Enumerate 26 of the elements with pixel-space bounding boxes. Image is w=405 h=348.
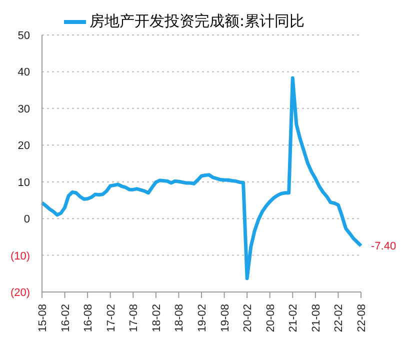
y-tick-label: 10	[18, 176, 30, 189]
legend-label: 房地产开发投资完成额:累计同比	[89, 12, 305, 31]
y-tick-label: 50	[18, 30, 30, 42]
y-tick-label: (10)	[10, 250, 30, 262]
x-tick-label: 20-02	[242, 304, 254, 332]
x-tick-label: 20-08	[264, 304, 277, 332]
x-tick-label: 15-08	[37, 304, 49, 332]
x-tick-label: 19-02	[196, 304, 208, 332]
y-tick-label: (20)	[10, 287, 30, 299]
x-tick-label: 16-08	[82, 304, 95, 332]
x-tick-label: 18-02	[150, 304, 163, 332]
x-tick-label: 22-08	[356, 304, 368, 332]
x-tick-label: 16-02	[60, 304, 72, 332]
y-tick-label: 20	[18, 140, 30, 152]
data-label: -7.40	[371, 240, 396, 253]
x-tick-label: 19-08	[219, 304, 232, 332]
x-tick-label: 21-08	[310, 304, 322, 332]
x-tick-label: 22-02	[333, 304, 346, 332]
line-series	[40, 76, 363, 280]
y-tick-label: 30	[18, 103, 30, 116]
y-tick-label: 0	[24, 214, 30, 226]
x-tick-label: 17-02	[105, 304, 118, 332]
x-tick-label: 18-08	[174, 304, 186, 332]
x-tick-label: 21-02	[288, 304, 300, 332]
y-tick-label: 40	[18, 66, 30, 79]
x-tick-label: 17-08	[128, 304, 140, 332]
